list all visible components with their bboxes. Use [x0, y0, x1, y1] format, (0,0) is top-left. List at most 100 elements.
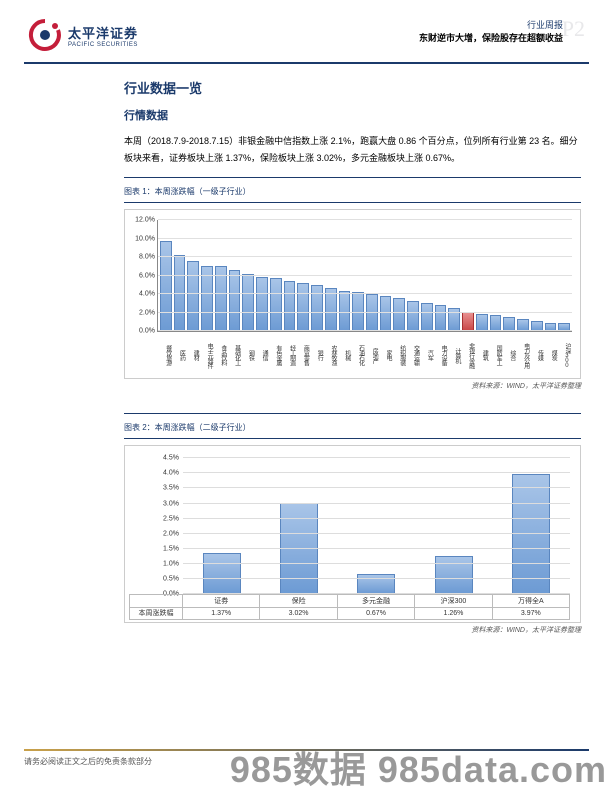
- chart1-xlabel: 餐饮旅游: [159, 332, 171, 376]
- chart1-xlabel: 纺织服装: [393, 332, 405, 376]
- chart2-cat: 保险: [260, 595, 336, 608]
- header: 太平洋证券 PACIFIC SECURITIES 行业周报 东财逆市大增，保险股…: [0, 0, 613, 58]
- chart1-bar: [462, 312, 474, 331]
- chart1-bar: [476, 314, 488, 332]
- chart2-cat: 万得全A: [493, 595, 569, 608]
- watermark: 985数据 985data.com: [230, 741, 607, 793]
- chart2-val: 0.67%: [338, 608, 414, 620]
- chart1-bar: [256, 277, 268, 332]
- chart1-xlabel: 电力设备: [434, 332, 446, 376]
- chart1-xlabel: 食品饮料: [214, 332, 226, 376]
- chart2-title-bar: 图表 2：本周涨跌幅（二级子行业）: [124, 413, 581, 439]
- chart1-xlabel: 商贸零售: [297, 332, 309, 376]
- chart2-col: 万得全A3.97%: [493, 594, 570, 620]
- chart2-val: 1.37%: [183, 608, 259, 620]
- chart1-xlabel: 计算机: [448, 332, 460, 376]
- chart2-table: 本周涨跌幅 证券1.37%保险3.02%多元金融0.67%沪深3001.26%万…: [129, 594, 570, 620]
- chart1-xlabel: 建筑: [476, 332, 488, 376]
- chart1-bar: [160, 241, 172, 332]
- logo: 太平洋证券 PACIFIC SECURITIES: [28, 18, 138, 52]
- chart1-xlabel: 汽车: [421, 332, 433, 376]
- chart1-xlabel: 农林牧渔: [324, 332, 336, 376]
- header-category: 行业周报: [419, 18, 563, 31]
- chart1-xlabel: 传媒: [531, 332, 543, 376]
- logo-text-cn: 太平洋证券: [68, 23, 138, 42]
- chart1-xlabels: 餐饮旅游医药建材电子元器件食品饮料基础化工钢铁通信有色金属轻工制造商贸零售银行农…: [157, 332, 572, 376]
- chart2-col: 沪深3001.26%: [415, 594, 492, 620]
- chart1-bar: [297, 283, 309, 331]
- chart1: 0.0%2.0%4.0%6.0%8.0%10.0%12.0% 餐饮旅游医药建材电…: [129, 216, 576, 376]
- chart2-bar: [435, 556, 473, 594]
- chart2-row-header: 本周涨跌幅: [129, 594, 183, 620]
- logo-icon: [28, 18, 62, 52]
- chart2-col: 多元金融0.67%: [338, 594, 415, 620]
- chart1-xlabel: 国防军工: [489, 332, 501, 376]
- chart2-cols: 证券1.37%保险3.02%多元金融0.67%沪深3001.26%万得全A3.9…: [183, 594, 570, 620]
- page-number: P2: [562, 16, 585, 42]
- chart1-xlabel: 交通运输: [407, 332, 419, 376]
- footer-text: 请务必阅读正文之后的免责条款部分: [24, 756, 152, 767]
- chart2-box: 0.0%0.5%1.0%1.5%2.0%2.5%3.0%3.5%4.0%4.5%…: [124, 445, 581, 623]
- chart2-val: 1.26%: [415, 608, 491, 620]
- chart1-xlabel: 轻工制造: [283, 332, 295, 376]
- chart1-xlabel: 机械: [338, 332, 350, 376]
- paragraph: 本周（2018.7.9-2018.7.15）非银金融中信指数上涨 2.1%，跑赢…: [124, 133, 581, 167]
- chart1-xlabel: 沪深300: [558, 332, 570, 376]
- chart2-col: 保险3.02%: [260, 594, 337, 620]
- chart1-bar: [229, 270, 241, 331]
- chart1-xlabel: 家电: [379, 332, 391, 376]
- chart2: 0.0%0.5%1.0%1.5%2.0%2.5%3.0%3.5%4.0%4.5%…: [129, 452, 576, 620]
- content: 行业数据一览 行情数据 本周（2018.7.9-2018.7.15）非银金融中信…: [0, 64, 613, 635]
- chart1-xlabel: 煤炭: [544, 332, 556, 376]
- chart1-bar: [284, 281, 296, 331]
- chart1-bar: [503, 317, 515, 331]
- section-h1: 行业数据一览: [124, 78, 581, 97]
- chart2-cat: 多元金融: [338, 595, 414, 608]
- chart2-bar: [203, 553, 241, 594]
- header-right: 行业周报 东财逆市大增，保险股存在超额收益 P2: [419, 18, 585, 52]
- chart1-bar: [242, 274, 254, 331]
- chart1-xlabel: 钢铁: [242, 332, 254, 376]
- chart1-bar: [421, 303, 433, 332]
- chart1-bar: [215, 266, 227, 331]
- chart1-bar: [490, 315, 502, 331]
- chart1-xlabel: 非银行金融: [462, 332, 474, 376]
- chart2-val: 3.97%: [493, 608, 569, 620]
- chart1-xlabel: 综合: [503, 332, 515, 376]
- chart1-xlabel: 通信: [255, 332, 267, 376]
- chart2-row-label: 本周涨跌幅: [130, 608, 182, 620]
- chart1-title-bar: 图表 1：本周涨跌幅（一级子行业）: [124, 177, 581, 203]
- section-h2: 行情数据: [124, 107, 581, 123]
- chart1-xlabel: 建材: [187, 332, 199, 376]
- chart2-bars: [183, 458, 570, 594]
- chart2-col: 证券1.37%: [183, 594, 260, 620]
- chart1-xlabel: 石油石化: [352, 332, 364, 376]
- chart1-bar: [311, 285, 323, 331]
- chart1-xlabel: 电力及公用: [517, 332, 529, 376]
- chart1-bar: [325, 288, 337, 331]
- chart2-cat: 沪深300: [415, 595, 491, 608]
- logo-text-en: PACIFIC SECURITIES: [68, 42, 138, 48]
- chart1-xlabel: 房地产: [365, 332, 377, 376]
- chart1-title: 图表 1：本周涨跌幅（一级子行业）: [124, 187, 251, 196]
- chart1-plot: 0.0%2.0%4.0%6.0%8.0%10.0%12.0%: [157, 220, 572, 332]
- chart1-bar: [270, 278, 282, 331]
- chart1-bar: [380, 296, 392, 331]
- chart1-xlabel: 医药: [173, 332, 185, 376]
- chart1-bar: [435, 305, 447, 331]
- chart2-val: 3.02%: [260, 608, 336, 620]
- chart2-title: 图表 2：本周涨跌幅（二级子行业）: [124, 423, 251, 432]
- chart2-bar: [357, 574, 395, 594]
- chart2-cat: 证券: [183, 595, 259, 608]
- chart1-bar: [393, 298, 405, 331]
- chart1-xlabel: 电子元器件: [200, 332, 212, 376]
- chart2-plot: 0.0%0.5%1.0%1.5%2.0%2.5%3.0%3.5%4.0%4.5%: [183, 458, 570, 594]
- chart1-source: 资料来源：WIND，太平洋证券整理: [124, 381, 581, 391]
- chart1-bar: [187, 261, 199, 331]
- chart1-xlabel: 有色金属: [269, 332, 281, 376]
- chart1-xlabel: 基础化工: [228, 332, 240, 376]
- chart1-bar: [407, 301, 419, 332]
- chart1-box: 0.0%2.0%4.0%6.0%8.0%10.0%12.0% 餐饮旅游医药建材电…: [124, 209, 581, 379]
- chart2-source: 资料来源：WIND，太平洋证券整理: [124, 625, 581, 635]
- chart1-xlabel: 银行: [310, 332, 322, 376]
